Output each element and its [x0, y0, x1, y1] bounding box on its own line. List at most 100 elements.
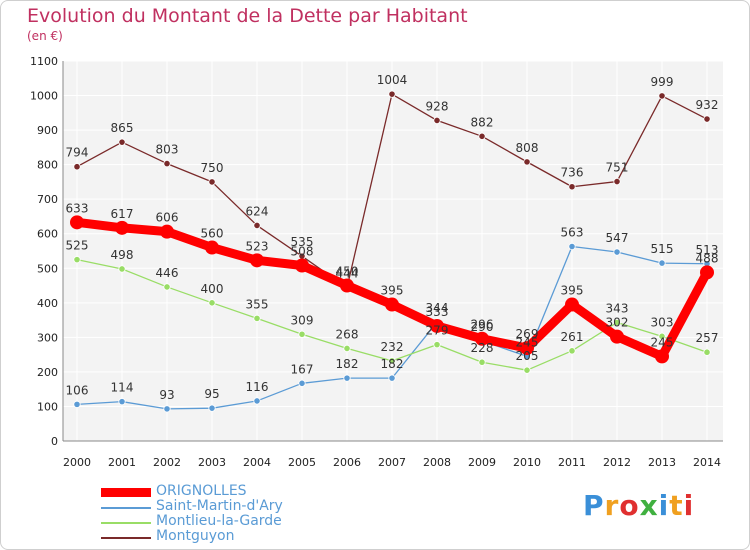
data-label: 736 [561, 166, 584, 180]
data-point [208, 404, 216, 412]
data-label: 525 [66, 239, 89, 253]
data-point [523, 366, 531, 374]
data-label: 182 [336, 357, 359, 371]
data-label: 93 [159, 388, 174, 402]
data-label: 261 [561, 330, 584, 344]
legend-swatch [101, 488, 151, 497]
legend-swatch [101, 521, 151, 524]
logo-letter: t [669, 489, 684, 522]
y-tick-label: 100 [37, 400, 58, 413]
data-label: 167 [291, 362, 314, 376]
data-label: 116 [246, 380, 269, 394]
data-point [163, 283, 171, 291]
data-point [160, 224, 174, 239]
data-label: 245 [516, 335, 539, 349]
data-label: 303 [651, 315, 674, 329]
legend-label: Montlieu-la-Garde [156, 513, 282, 529]
data-point [208, 178, 216, 186]
data-label: 269 [516, 327, 539, 341]
data-point [430, 318, 444, 333]
data-label: 633 [66, 201, 89, 215]
x-tick-label: 2007 [378, 456, 406, 469]
data-label: 547 [606, 231, 629, 245]
data-point [343, 344, 351, 353]
data-point [523, 158, 531, 166]
data-label: 400 [201, 282, 224, 296]
y-tick-label: 300 [37, 331, 58, 344]
data-point [568, 183, 576, 191]
data-point [208, 299, 216, 307]
data-label: 333 [426, 305, 449, 319]
x-tick-label: 2014 [693, 456, 721, 469]
y-tick-label: 1000 [30, 90, 58, 103]
data-point [478, 132, 486, 140]
y-tick-label: 600 [37, 228, 58, 241]
data-label: 928 [426, 99, 449, 113]
data-label: 279 [426, 324, 449, 338]
data-point [613, 177, 621, 186]
data-label: 296 [471, 318, 494, 332]
x-tick-label: 2012 [603, 456, 631, 469]
data-point [205, 240, 219, 255]
data-point [475, 331, 489, 346]
logo-letter: i [683, 489, 695, 522]
data-label: 268 [336, 327, 359, 341]
data-point [700, 265, 714, 280]
data-label: 617 [111, 207, 134, 221]
plot-area [63, 61, 723, 441]
data-label: 446 [156, 266, 179, 280]
data-point [433, 341, 441, 349]
logo-letter: r [604, 489, 620, 522]
data-label: 865 [111, 121, 134, 135]
data-label: 182 [381, 357, 404, 371]
y-tick-label: 0 [51, 435, 58, 448]
data-point [568, 242, 576, 251]
data-point [163, 160, 171, 168]
data-label: 560 [201, 227, 224, 241]
data-point [253, 397, 261, 405]
data-point [478, 358, 486, 366]
y-tick-label: 200 [37, 366, 58, 379]
data-point [298, 330, 306, 338]
data-point [343, 374, 351, 382]
data-label: 624 [246, 204, 269, 218]
data-label: 750 [201, 161, 224, 175]
legend-label: Saint-Martin-d'Ary [156, 498, 283, 514]
x-tick-label: 2008 [423, 456, 451, 469]
data-point [73, 163, 81, 171]
data-label: 450 [336, 265, 359, 279]
chart-title: Evolution du Montant de la Dette par Hab… [27, 5, 468, 27]
x-tick-label: 2003 [198, 456, 226, 469]
data-label: 395 [381, 284, 404, 298]
data-point [250, 253, 264, 268]
x-tick-label: 2011 [558, 456, 586, 469]
y-tick-label: 900 [37, 124, 58, 137]
data-label: 302 [606, 316, 629, 330]
data-label: 515 [651, 242, 674, 256]
data-point [163, 405, 171, 413]
x-tick-label: 2005 [288, 456, 316, 469]
data-label: 808 [516, 141, 539, 155]
data-point [613, 318, 621, 327]
y-tick-label: 800 [37, 159, 58, 172]
data-point [340, 278, 354, 293]
data-point [388, 374, 396, 382]
x-tick-label: 2001 [108, 456, 136, 469]
data-label: 344 [426, 301, 449, 315]
data-point [655, 349, 669, 364]
data-label: 232 [381, 340, 404, 354]
data-label: 205 [516, 349, 539, 363]
data-point [658, 92, 666, 100]
legend-swatch [101, 536, 151, 539]
x-tick-label: 2006 [333, 456, 361, 469]
data-label: 245 [651, 335, 674, 349]
data-point [658, 332, 666, 340]
data-label: 803 [156, 143, 179, 157]
data-label: 498 [111, 248, 134, 262]
data-point [118, 138, 126, 146]
data-label: 932 [696, 98, 719, 112]
data-label: 95 [204, 387, 219, 401]
data-label: 355 [246, 297, 269, 311]
y-tick-label: 500 [37, 262, 58, 275]
data-label: 290 [471, 320, 494, 334]
